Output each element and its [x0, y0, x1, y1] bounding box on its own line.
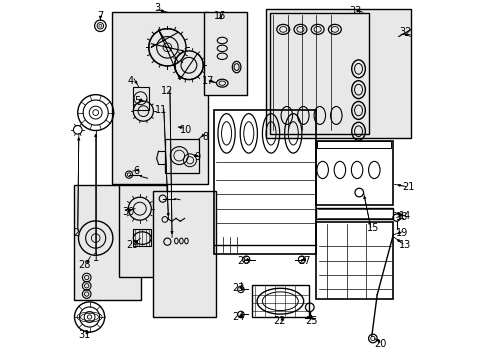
Bar — [316, 141, 392, 205]
Text: 6: 6 — [134, 166, 140, 176]
Bar — [317, 141, 390, 148]
Text: 16: 16 — [214, 11, 226, 21]
Bar — [74, 185, 140, 300]
Text: 14: 14 — [398, 211, 410, 221]
Text: 13: 13 — [398, 240, 410, 250]
Text: 5: 5 — [134, 96, 140, 106]
Text: 30: 30 — [122, 207, 134, 217]
Bar — [164, 139, 199, 173]
Text: 24: 24 — [231, 312, 244, 322]
Text: 12: 12 — [161, 86, 173, 96]
Bar — [265, 9, 410, 138]
Text: 32: 32 — [398, 27, 410, 37]
Bar — [316, 222, 392, 299]
Text: 3: 3 — [154, 3, 161, 13]
Bar — [204, 12, 246, 95]
Text: 20: 20 — [374, 339, 386, 349]
Text: 33: 33 — [349, 6, 361, 16]
Bar — [251, 285, 308, 317]
Text: 19: 19 — [395, 228, 407, 238]
Bar — [214, 110, 316, 253]
Text: 28: 28 — [79, 260, 91, 270]
Text: 21: 21 — [402, 182, 414, 192]
Text: 8: 8 — [203, 132, 208, 142]
Text: 25: 25 — [305, 316, 318, 325]
Text: 26: 26 — [236, 256, 249, 266]
Text: 18: 18 — [395, 212, 407, 221]
Text: 1: 1 — [92, 253, 99, 263]
Text: 10: 10 — [180, 125, 192, 135]
Bar — [270, 13, 368, 134]
Text: 31: 31 — [79, 330, 91, 340]
Text: 17: 17 — [202, 76, 214, 86]
Text: 23: 23 — [231, 283, 244, 293]
Bar — [112, 12, 207, 184]
Bar — [153, 191, 215, 317]
Bar — [133, 229, 151, 246]
Bar — [119, 185, 167, 277]
Bar — [132, 87, 148, 110]
Text: 9: 9 — [194, 152, 200, 162]
Text: 7: 7 — [97, 11, 103, 21]
Text: 11: 11 — [155, 105, 167, 115]
Text: 4: 4 — [127, 76, 133, 86]
Text: 27: 27 — [298, 256, 310, 266]
Bar — [316, 208, 392, 219]
Text: 15: 15 — [366, 224, 378, 233]
Text: 29: 29 — [126, 240, 139, 250]
Text: 22: 22 — [273, 316, 285, 325]
Text: 2: 2 — [73, 228, 80, 238]
